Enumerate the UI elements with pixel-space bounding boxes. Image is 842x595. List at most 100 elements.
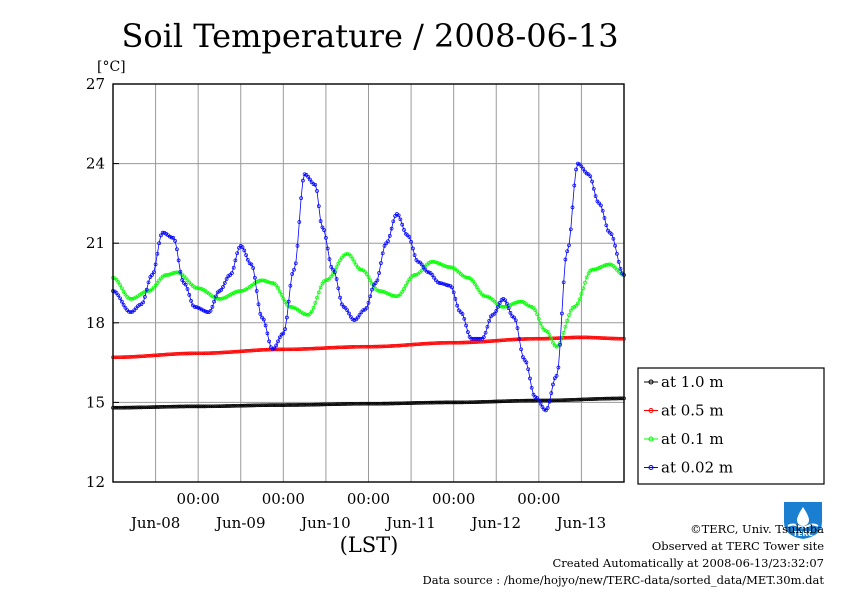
data-point [167,404,172,409]
data-point [446,265,451,269]
data-point [536,336,541,341]
data-point [549,336,554,341]
data-point [196,286,201,291]
data-point [448,265,452,269]
data-point [226,350,231,355]
data-point [538,321,543,326]
data-point [432,400,436,405]
data-point [279,403,284,407]
data-point [579,335,584,340]
data-point [185,278,190,283]
data-point [554,398,559,403]
data-point [467,340,472,345]
data-point [496,305,500,309]
data-point [457,340,461,345]
data-point [368,401,373,406]
data-point [414,342,419,347]
data-point [276,286,280,290]
data-point [377,289,381,293]
data-point [267,347,271,352]
data-point [336,286,341,291]
data-point [588,174,593,179]
data-point [222,281,227,285]
data-point [419,268,424,273]
data-point [490,312,495,317]
data-point [306,346,311,351]
data-point [324,346,328,350]
data-point [175,247,179,252]
data-point [253,348,257,353]
data-point [439,262,444,267]
data-point [426,261,431,265]
data-point [341,345,346,350]
data-point [419,400,424,405]
data-point [568,398,573,402]
data-point [180,404,185,409]
data-point [478,336,483,341]
data-point [169,271,174,276]
data-point [584,397,589,402]
data-point [299,196,303,200]
data-point [352,345,357,349]
data-point [322,279,326,284]
data-point [414,401,419,405]
data-point [325,346,330,350]
data-point [276,339,280,344]
data-point [561,331,566,335]
data-point [400,401,405,406]
data-point [167,272,172,277]
data-point [473,340,477,344]
data-point [245,403,250,408]
data-point [304,312,309,317]
data-point [160,405,165,409]
data-point [130,405,135,410]
data-point [510,399,515,403]
data-point [618,266,623,271]
data-point [567,398,571,402]
data-point [166,352,170,357]
data-point [407,235,412,239]
data-point [402,401,406,406]
data-point [187,293,192,297]
data-point [116,280,121,284]
data-point [529,305,534,309]
data-point [176,258,181,263]
data-point [593,397,598,401]
data-point [292,305,296,310]
data-point [382,401,387,406]
data-point [302,312,307,316]
data-point [593,194,598,198]
data-point [373,344,378,349]
y-tick-label: 15 [86,393,105,411]
data-point [588,335,593,340]
data-point [517,398,522,403]
y-tick-label: 21 [86,234,105,252]
data-point [565,335,570,340]
data-point [348,314,353,319]
data-point [382,290,387,294]
data-point [231,265,236,270]
data-point [192,285,197,290]
data-point [247,348,252,353]
data-point [144,354,149,358]
data-point [125,355,130,359]
logo-drop-icon [797,507,809,526]
data-point [379,289,383,293]
data-point [173,270,177,275]
data-point [572,397,577,402]
data-point [570,205,575,210]
data-point [435,341,440,345]
data-point [215,296,220,301]
data-point [185,404,190,409]
data-point [501,399,506,404]
data-point [285,403,289,407]
data-point [302,403,307,407]
data-point [288,305,293,309]
data-point [238,403,243,408]
data-point [432,260,436,264]
data-point [540,405,545,409]
data-point [359,310,364,315]
data-point [577,162,582,167]
data-point [214,294,218,299]
data-point [332,270,337,275]
